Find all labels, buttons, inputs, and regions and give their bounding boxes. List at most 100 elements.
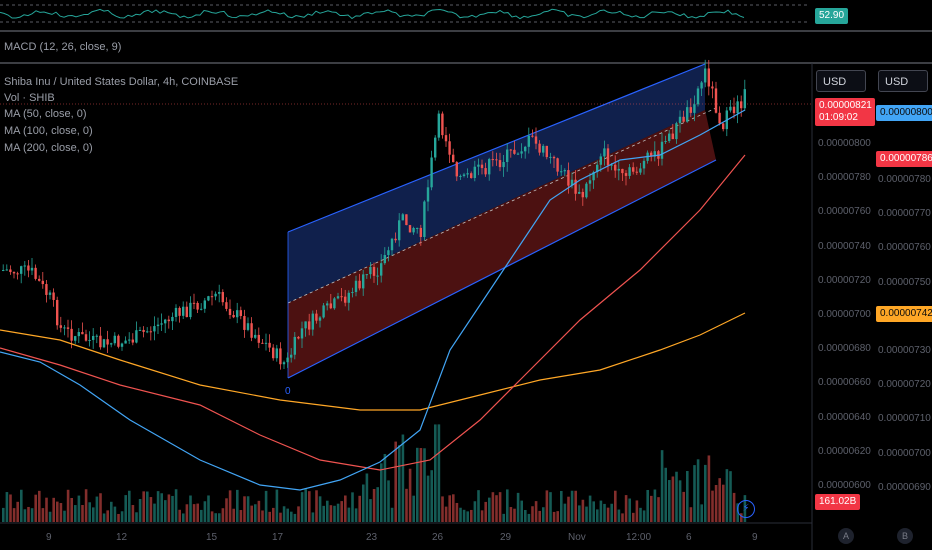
candle-body: [578, 191, 581, 194]
volume-bar: [9, 494, 12, 522]
candle-body: [495, 159, 498, 161]
volume-bar: [300, 492, 304, 522]
volume-bar: [221, 508, 225, 522]
ma100-value-badge: 0.00000786: [876, 151, 932, 167]
volume-bar: [520, 500, 523, 522]
candle-body: [164, 319, 167, 324]
time-axis-tick: 9: [752, 532, 758, 543]
volume-bar: [498, 492, 502, 522]
volume-bar: [207, 495, 210, 522]
volume-bar: [513, 508, 516, 522]
lightning-icon[interactable]: ⚡: [737, 500, 755, 518]
volume-bar: [142, 491, 145, 522]
volume-bar: [88, 502, 91, 522]
volume-bar: [581, 499, 585, 522]
candle-body: [340, 296, 343, 298]
candle-body: [254, 334, 257, 338]
candle-body: [153, 326, 156, 332]
candle-body: [642, 160, 646, 169]
candle-body: [610, 164, 613, 166]
candle-body: [250, 323, 253, 338]
volume-bar: [311, 512, 315, 522]
rsi-pane: [0, 4, 810, 23]
volume-bar: [567, 496, 570, 522]
volume-bar: [20, 489, 23, 522]
ma100-legend[interactable]: MA (100, close, 0): [4, 125, 93, 137]
candle-body: [102, 339, 106, 348]
candle-body: [138, 329, 142, 331]
volume-bar: [506, 489, 509, 522]
price-scale-left-tick: 0.00000640: [818, 411, 871, 423]
auto-scale-button[interactable]: A: [838, 528, 854, 544]
volume-bar: [585, 506, 588, 522]
ma200-line: [0, 312, 746, 411]
candle-body: [74, 336, 77, 341]
ma50-legend[interactable]: MA (50, close, 0): [4, 108, 87, 120]
volume-bar: [38, 490, 41, 522]
candle-body: [498, 160, 502, 168]
candle-body: [196, 302, 199, 310]
volume-bar: [419, 448, 423, 522]
volume-bar: [686, 470, 689, 522]
candle-body: [225, 302, 228, 309]
candle-body: [30, 267, 34, 271]
volume-bar: [110, 501, 113, 522]
volume-bar: [279, 512, 282, 522]
volume-bar: [27, 506, 30, 522]
price-scale-right-tick: 0.00000750: [878, 276, 931, 288]
volume-bar: [693, 465, 696, 522]
volume-bar: [610, 503, 613, 522]
volume-bar: [124, 495, 127, 522]
volume-bar: [657, 497, 660, 522]
volume-bar: [333, 505, 336, 522]
ma100-line: [0, 154, 746, 471]
currency-select-right[interactable]: USD: [878, 70, 928, 92]
volume-bar: [401, 434, 405, 522]
candle-body: [239, 310, 242, 317]
candle-body: [275, 348, 278, 359]
candle-body: [200, 308, 203, 310]
volume-bar: [732, 492, 736, 522]
candle-body: [696, 88, 700, 105]
candle-body: [639, 168, 642, 173]
log-scale-button[interactable]: B: [897, 528, 913, 544]
parallel-channel[interactable]: [287, 63, 717, 379]
volume-bar: [682, 491, 685, 522]
volume-bar: [416, 447, 419, 522]
volume-bar: [315, 490, 318, 522]
candle-body: [358, 280, 361, 289]
volume-bar: [470, 509, 473, 522]
candle-body: [466, 173, 469, 175]
candle-body: [560, 171, 563, 173]
candle-body: [412, 227, 415, 233]
volume-bar: [614, 490, 617, 522]
volume-bar: [286, 508, 289, 522]
ma50-line: [0, 109, 746, 491]
currency-select-left[interactable]: USD: [816, 70, 866, 92]
volume-bar: [34, 494, 37, 522]
candle-body: [621, 168, 624, 174]
candle-body: [59, 325, 62, 328]
volume-bar: [156, 491, 160, 522]
price-scale-right-tick: 0.00000690: [878, 481, 931, 493]
candle-body: [596, 164, 599, 173]
volume-bar: [542, 507, 545, 522]
candle-body: [477, 164, 480, 167]
volume-bar: [106, 510, 109, 522]
volume-bar: [711, 490, 714, 522]
volume-bar: [603, 503, 606, 522]
volume-bar: [203, 501, 207, 522]
candle-body: [675, 123, 678, 140]
volume-bar: [239, 510, 243, 522]
symbol-title[interactable]: Shiba Inu / United States Dollar, 4h, CO…: [4, 76, 239, 88]
volume-bar: [200, 509, 203, 522]
candle-body: [682, 116, 685, 122]
ma200-legend[interactable]: MA (200, close, 0): [4, 142, 93, 154]
volume-legend[interactable]: Vol · SHIB: [4, 92, 55, 104]
volume-bar: [448, 495, 451, 522]
candle-body: [470, 173, 473, 178]
candle-body: [171, 316, 174, 322]
macd-legend[interactable]: MACD (12, 26, close, 9): [4, 41, 122, 53]
volume-bar: [516, 492, 520, 522]
